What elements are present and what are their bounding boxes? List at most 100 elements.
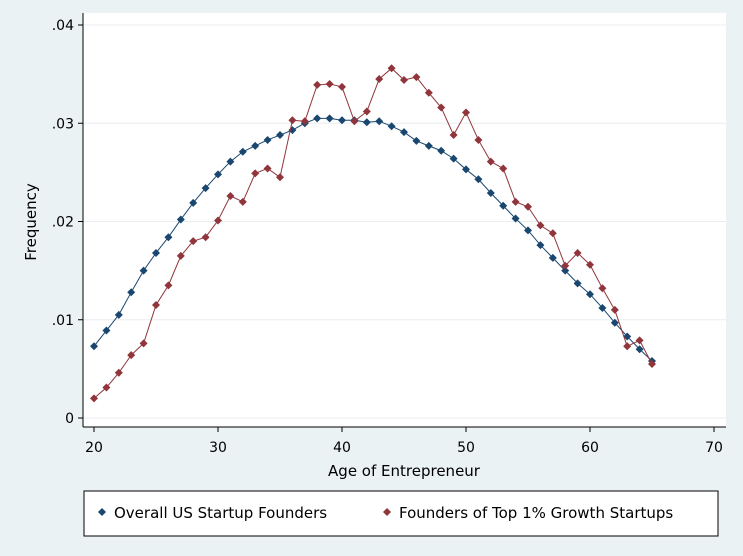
data-point bbox=[114, 368, 123, 377]
x-tick-label: 50 bbox=[457, 440, 475, 456]
y-tick-label: .03 bbox=[52, 116, 74, 132]
data-point bbox=[164, 281, 173, 290]
data-point bbox=[189, 237, 198, 246]
data-point bbox=[412, 136, 421, 145]
data-point bbox=[387, 64, 396, 73]
data-point bbox=[486, 189, 495, 198]
data-point bbox=[375, 117, 384, 126]
data-point bbox=[536, 241, 545, 250]
data-point bbox=[474, 175, 483, 184]
y-tick-label: .04 bbox=[52, 18, 74, 34]
data-point bbox=[226, 157, 235, 166]
data-point bbox=[201, 184, 210, 193]
data-point bbox=[474, 135, 483, 144]
data-point bbox=[449, 154, 458, 163]
data-point bbox=[586, 260, 594, 269]
data-point bbox=[524, 202, 532, 211]
ticks: 0 .01 .02 .03 .04 20 30 40 50 60 70 bbox=[52, 18, 723, 456]
legend: Overall US Startup Founders Founders of … bbox=[83, 490, 719, 537]
data-point bbox=[437, 146, 446, 155]
data-point bbox=[362, 118, 371, 127]
data-point bbox=[635, 336, 644, 345]
data-point bbox=[102, 383, 111, 392]
data-point bbox=[573, 279, 582, 288]
x-axis-title: Age of Entrepreneur bbox=[328, 462, 481, 480]
data-point bbox=[486, 157, 495, 166]
data-point bbox=[90, 342, 98, 351]
legend-marker-overall bbox=[98, 508, 106, 516]
data-point bbox=[127, 351, 136, 360]
data-point bbox=[623, 342, 632, 351]
data-point bbox=[238, 197, 247, 206]
data-point bbox=[462, 108, 470, 117]
data-point bbox=[511, 197, 520, 206]
data-point bbox=[424, 88, 433, 97]
data-point bbox=[338, 116, 346, 125]
data-point bbox=[102, 326, 111, 335]
y-tick-label: 0 bbox=[65, 411, 74, 427]
data-point bbox=[263, 135, 272, 144]
data-point bbox=[325, 114, 334, 123]
data-point bbox=[313, 114, 322, 123]
data-point bbox=[313, 80, 322, 89]
data-point bbox=[598, 284, 607, 293]
y-tick-label: .02 bbox=[52, 215, 74, 231]
data-point bbox=[325, 79, 334, 88]
x-tick-label: 70 bbox=[705, 440, 723, 456]
data-point bbox=[598, 303, 607, 312]
data-point bbox=[586, 290, 594, 299]
data-point bbox=[114, 310, 123, 319]
data-point bbox=[288, 116, 297, 125]
series-line bbox=[93, 67, 653, 399]
data-point bbox=[226, 191, 235, 200]
data-point bbox=[400, 76, 408, 85]
data-point bbox=[561, 266, 570, 275]
data-point bbox=[152, 248, 160, 257]
data-point bbox=[189, 198, 198, 207]
data-point bbox=[276, 131, 284, 140]
data-point bbox=[412, 73, 421, 82]
legend-box bbox=[83, 490, 719, 537]
data-point bbox=[362, 107, 371, 116]
y-axis-title: Frequency bbox=[22, 183, 40, 261]
y-tick-label: .01 bbox=[52, 313, 74, 329]
data-point bbox=[623, 332, 632, 341]
x-tick-label: 40 bbox=[333, 440, 351, 456]
data-point bbox=[511, 214, 520, 223]
data-point bbox=[201, 233, 210, 242]
data-point bbox=[499, 164, 508, 173]
series-1 bbox=[90, 64, 656, 403]
data-point bbox=[251, 169, 260, 178]
data-point bbox=[238, 147, 247, 156]
data-point bbox=[338, 82, 346, 91]
series-line bbox=[93, 117, 653, 362]
data-point bbox=[462, 165, 470, 174]
data-point bbox=[90, 394, 98, 403]
legend-label-top1: Founders of Top 1% Growth Startups bbox=[399, 504, 673, 522]
data-point bbox=[548, 229, 557, 238]
data-point bbox=[127, 288, 136, 297]
legend-label-overall: Overall US Startup Founders bbox=[114, 504, 327, 522]
data-point bbox=[300, 117, 309, 126]
data-point bbox=[449, 131, 458, 140]
data-point bbox=[424, 141, 433, 150]
data-point bbox=[499, 201, 508, 210]
data-point bbox=[251, 141, 260, 150]
data-point bbox=[635, 345, 644, 354]
data-point bbox=[263, 164, 272, 173]
axes bbox=[82, 13, 726, 428]
data-point bbox=[437, 103, 446, 112]
x-tick-label: 20 bbox=[85, 440, 103, 456]
data-point bbox=[561, 261, 570, 270]
data-point bbox=[214, 216, 222, 225]
data-point bbox=[350, 117, 359, 126]
series-group bbox=[90, 64, 656, 403]
gridlines bbox=[83, 24, 726, 419]
data-point bbox=[375, 75, 384, 84]
data-point bbox=[214, 170, 222, 179]
data-point bbox=[548, 253, 557, 262]
data-point bbox=[573, 248, 582, 257]
data-point bbox=[164, 233, 173, 242]
